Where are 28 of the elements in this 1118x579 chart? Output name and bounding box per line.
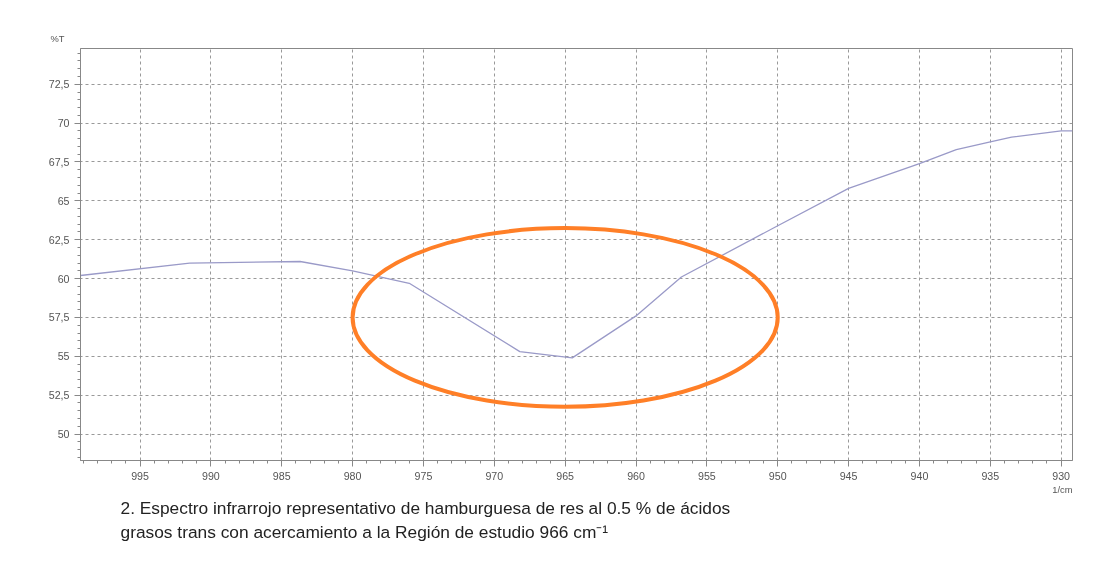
y-tick-label: 62,5 [48,233,70,246]
x-tick-label: 990 [201,469,220,482]
y-tick-label: 57,5 [48,311,70,324]
x-tick-label: 945 [839,469,858,482]
y-tick-label: 72,5 [48,78,70,91]
x-tick-label: 935 [981,469,1000,482]
x-tick-label: 975 [414,469,433,482]
line-series [80,130,1073,359]
x-tick-label: 955 [697,469,716,482]
y-axis-title: %T [50,33,65,44]
y-tick-label: 70 [57,117,70,130]
x-tick-label: 940 [910,469,929,482]
x-tick-label: 950 [768,469,787,482]
x-tick-label: 995 [131,469,149,482]
y-tick-label: 60 [57,272,70,285]
text: 2. Espectro infrarrojo representativo de hamburguesa de res al 0.5 % de ácidos grasos trans con acercamiento a la Región de estudio 966 cm⁻¹ [120,497,731,542]
x-tick-label: 985 [272,469,291,482]
x-tick-label: 960 [627,469,645,482]
x-tick-label: 930 [1052,469,1071,482]
y-tick-label: 55 [57,350,70,363]
y-tick-label: 65 [57,194,70,207]
y-tick-label: 67,5 [48,155,70,168]
x-tick-label: 970 [485,469,504,482]
x-axis-title: 1/cm [1052,484,1073,495]
x-tick-label: 980 [343,469,362,482]
y-tick-label: 50 [57,428,70,441]
x-tick-label: 965 [556,469,575,482]
y-tick-label: 52,5 [48,389,70,402]
